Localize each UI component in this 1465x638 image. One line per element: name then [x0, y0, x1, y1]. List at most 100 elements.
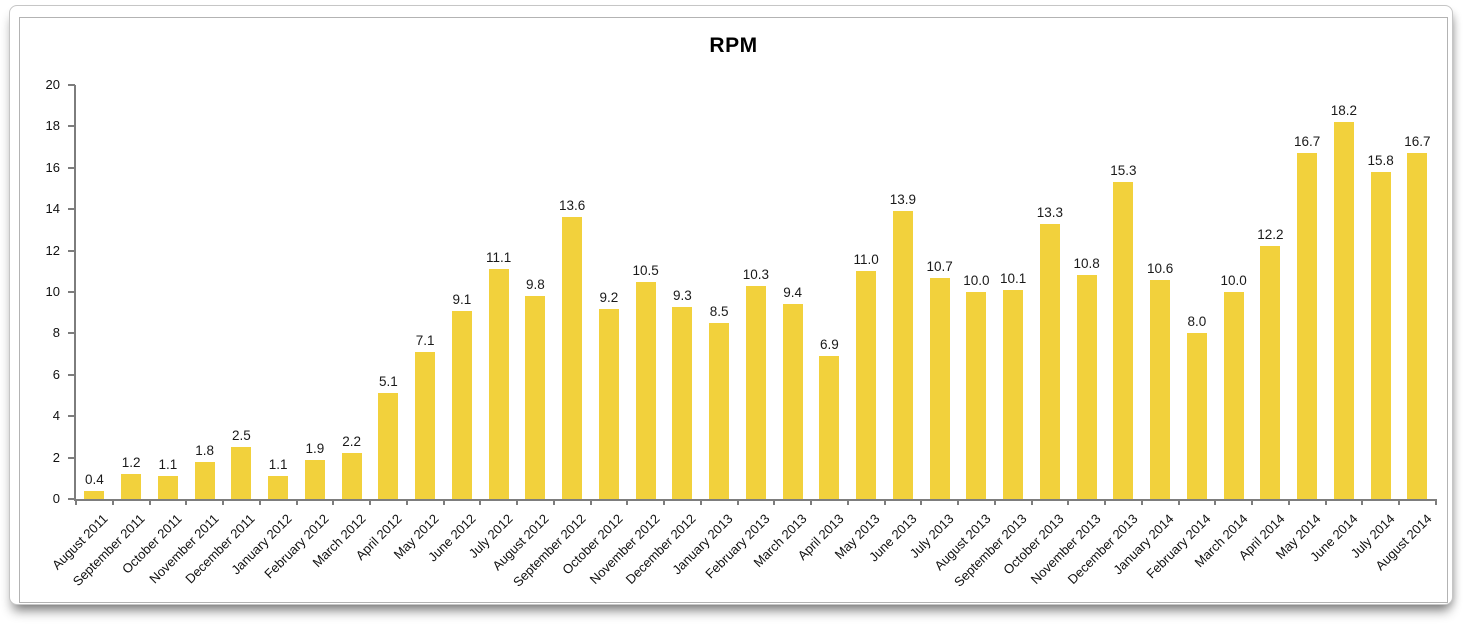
bar-value-label: 10.8 — [1073, 256, 1100, 272]
x-axis-tick — [773, 499, 776, 505]
bar-slot: 10.1 — [995, 85, 1032, 499]
bar-slot: 18.2 — [1326, 85, 1363, 499]
bar-slot: 1.1 — [150, 85, 187, 499]
bar-slot: 1.9 — [297, 85, 334, 499]
x-axis-tick — [148, 499, 151, 505]
x-axis-tick — [846, 499, 849, 505]
bar: 15.8 — [1367, 153, 1394, 499]
bar: 16.7 — [1404, 134, 1431, 499]
bar-slot: 16.7 — [1289, 85, 1326, 499]
bar: 10.0 — [1220, 273, 1247, 499]
bar-value-label: 18.2 — [1330, 103, 1358, 119]
bar-slot: 1.2 — [113, 85, 150, 499]
bar-value-label: 8.5 — [709, 304, 729, 320]
bar-slot: 5.1 — [370, 85, 407, 499]
bar-value-label: 9.1 — [452, 291, 472, 307]
x-axis-tick — [699, 499, 702, 505]
x-axis-tick — [1104, 499, 1107, 505]
bar-slot: 10.6 — [1142, 85, 1179, 499]
bar-value-label: 5.1 — [378, 374, 398, 390]
x-axis-tick — [663, 499, 666, 505]
chart-frame: RPM 0.4 1.2 1.1 1.8 2.5 1.1 1.9 2.2 5.1 7.1 9.1 11.… — [19, 17, 1448, 603]
bar: 11.0 — [853, 252, 879, 499]
bar: 5.1 — [378, 374, 399, 499]
bar: 9.4 — [782, 285, 803, 499]
bar-slot: 9.1 — [444, 85, 481, 499]
x-axis-tick — [993, 499, 996, 505]
bar: 2.2 — [341, 434, 362, 499]
bar-value-label: 2.2 — [342, 434, 362, 450]
bar: 1.9 — [304, 441, 325, 499]
bar-value-label: 0.4 — [84, 471, 104, 487]
y-axis-tick-label: 10 — [45, 284, 60, 299]
bar-value-label: 10.7 — [926, 258, 953, 274]
bar: 18.2 — [1331, 103, 1357, 499]
x-axis-tick — [75, 499, 77, 505]
y-axis-tick — [68, 291, 75, 293]
x-axis-tick — [1030, 499, 1033, 505]
x-axis-tick — [1251, 499, 1254, 505]
x-axis-tick — [1398, 499, 1401, 505]
bar-slot: 2.5 — [223, 85, 260, 499]
bar-value-label: 1.8 — [195, 442, 215, 458]
x-axis-tick — [516, 499, 519, 505]
y-axis-tick-label: 18 — [45, 118, 60, 134]
y-axis-tick — [68, 456, 75, 459]
bar: 10.3 — [743, 267, 769, 499]
x-axis-tick — [1214, 499, 1217, 505]
y-axis-tick-label: 20 — [45, 77, 60, 92]
x-axis-tick — [1177, 499, 1180, 505]
bar-value-label: 9.4 — [783, 285, 803, 301]
bar: 8.5 — [709, 304, 730, 499]
bar-slot: 10.3 — [738, 85, 775, 499]
bar: 8.0 — [1186, 314, 1207, 499]
y-axis-tick — [68, 208, 75, 211]
bar-value-label: 10.0 — [963, 273, 990, 288]
bar: 2.5 — [231, 428, 252, 499]
bar-slot: 8.0 — [1179, 85, 1216, 499]
x-axis-tick — [258, 499, 261, 505]
bar-value-label: 6.9 — [819, 337, 839, 353]
x-axis-tick — [957, 499, 960, 505]
bar-slot: 10.5 — [627, 85, 664, 499]
bar-value-label: 1.1 — [268, 457, 288, 473]
bar-value-label: 13.6 — [558, 198, 586, 214]
x-axis-tick — [332, 499, 335, 505]
bar-slot: 11.0 — [848, 85, 885, 499]
bar-slot: 10.0 — [1215, 85, 1252, 499]
y-axis-tick — [68, 166, 75, 169]
x-axis-tick — [736, 499, 739, 505]
bar-value-label: 9.8 — [525, 277, 545, 293]
x-axis-tick — [810, 499, 813, 505]
bar: 9.3 — [672, 288, 693, 499]
x-axis-tick — [369, 499, 372, 505]
y-axis-tick — [68, 373, 75, 376]
chart-card: RPM 0.4 1.2 1.1 1.8 2.5 1.1 1.9 2.2 5.1 7.1 9.1 11.… — [9, 5, 1453, 605]
bar-value-label: 9.2 — [599, 289, 619, 305]
bar: 16.7 — [1294, 134, 1320, 499]
bar-slot: 10.8 — [1068, 85, 1105, 499]
y-axis-tick — [68, 125, 75, 128]
bar-value-label: 15.8 — [1367, 152, 1394, 168]
bar-slot: 2.2 — [333, 85, 370, 499]
x-axis-tick — [222, 499, 225, 505]
bar-value-label: 10.5 — [632, 262, 659, 278]
bar: 1.2 — [121, 455, 142, 499]
bar: 10.7 — [926, 259, 953, 499]
bar: 15.3 — [1110, 163, 1137, 499]
bar-slot: 9.8 — [517, 85, 554, 499]
bar-value-label: 11.1 — [485, 250, 512, 266]
x-axis-tick — [185, 499, 188, 505]
y-axis-tick-label: 4 — [52, 408, 60, 424]
x-axis-tick — [405, 499, 408, 505]
bar: 10.5 — [632, 263, 659, 499]
bar-value-label: 9.3 — [672, 287, 692, 303]
bar-value-label: 16.7 — [1293, 134, 1321, 150]
bars-container: 0.4 1.2 1.1 1.8 2.5 1.1 1.9 2.2 5.1 7.1 9.1 11.1 9.8… — [76, 85, 1436, 499]
x-axis-tick — [1435, 499, 1437, 505]
bar: 9.2 — [598, 290, 619, 499]
bar-value-label: 16.7 — [1404, 134, 1431, 150]
bar: 10.0 — [963, 273, 990, 499]
y-axis-tick-label: 2 — [52, 449, 60, 465]
y-axis-tick-label: 0 — [52, 491, 60, 506]
